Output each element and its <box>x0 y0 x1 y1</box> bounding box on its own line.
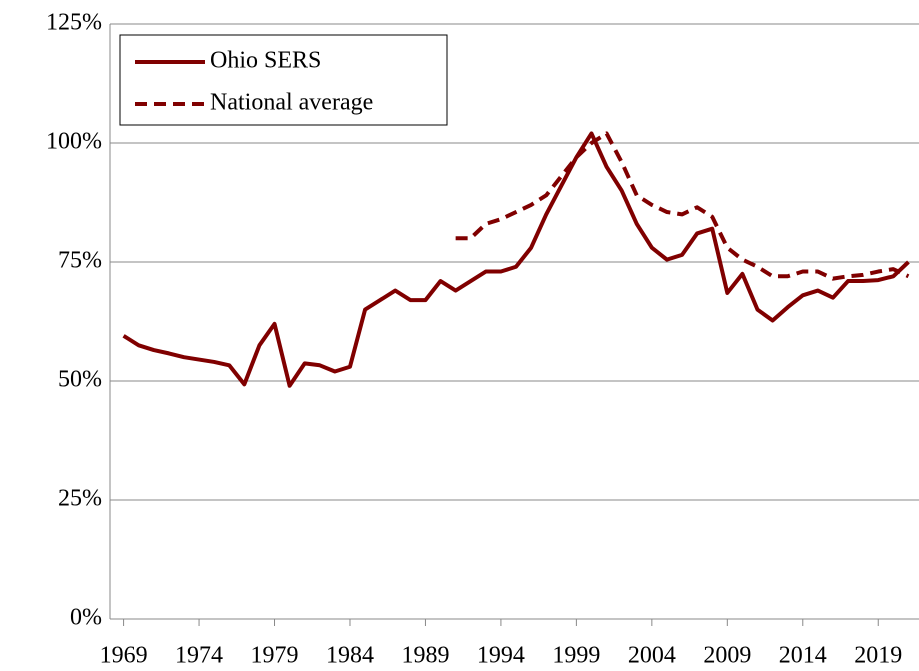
y-tick-label: 125% <box>46 10 102 36</box>
y-tick-label: 50% <box>58 367 102 393</box>
legend-box <box>119 34 448 126</box>
x-tick-label: 1969 <box>100 643 148 669</box>
legend-label: National average <box>210 90 373 116</box>
x-tick-label: 1984 <box>326 643 374 669</box>
legend-label: Ohio SERS <box>210 48 321 74</box>
x-tick-label: 2009 <box>703 643 751 669</box>
x-tick-label: 1999 <box>552 643 600 669</box>
x-tick-label: 1989 <box>401 643 449 669</box>
x-tick-label: 2004 <box>628 643 676 669</box>
x-tick-label: 2014 <box>779 643 827 669</box>
y-tick-label: 25% <box>58 486 102 512</box>
y-tick-label: 100% <box>46 129 102 155</box>
x-tick-label: 1994 <box>477 643 525 669</box>
x-tick-label: 1979 <box>251 643 299 669</box>
x-tick-label: 2019 <box>854 643 902 669</box>
x-tick-label: 1974 <box>175 643 223 669</box>
y-tick-label: 0% <box>70 605 102 631</box>
series-line <box>455 131 910 281</box>
y-tick-label: 75% <box>58 248 102 274</box>
series-line <box>122 131 910 388</box>
